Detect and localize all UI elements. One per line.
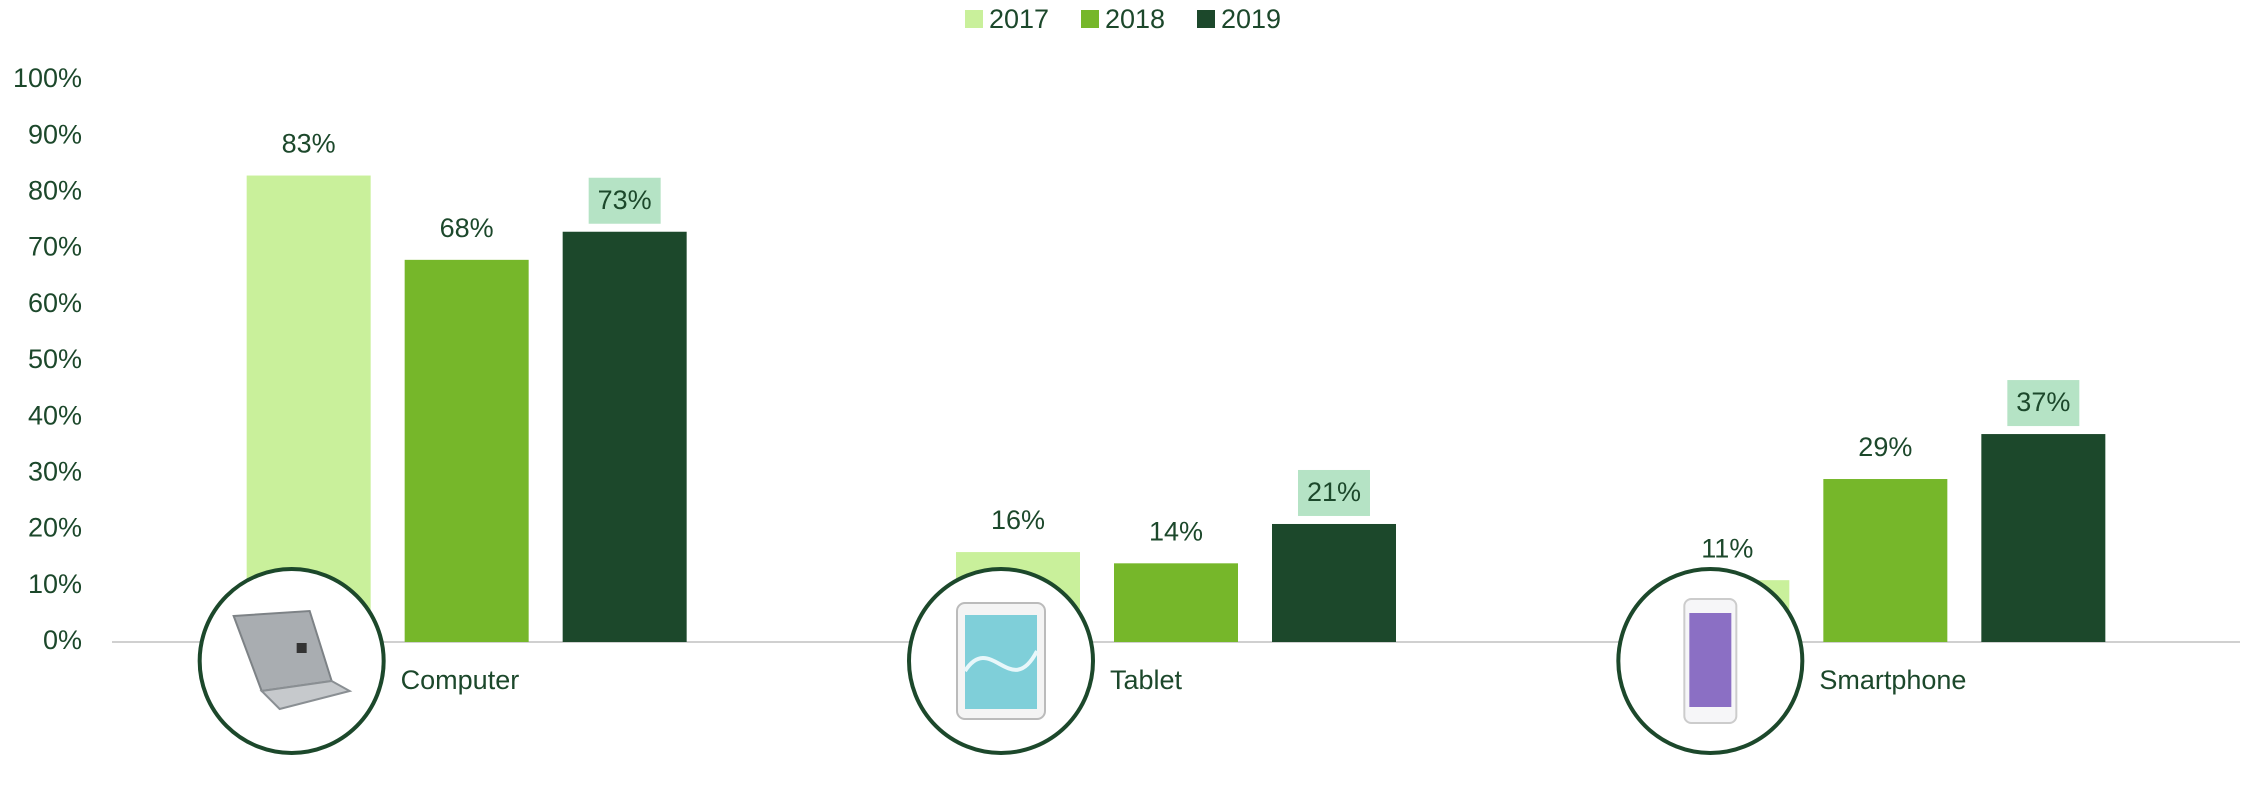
y-tick-label: 30%: [28, 457, 82, 487]
y-tick-label: 100%: [13, 63, 82, 93]
category-icon: [200, 569, 384, 753]
y-tick-label: 60%: [28, 288, 82, 318]
value-label: 29%: [1858, 432, 1912, 462]
bar: [405, 260, 529, 642]
legend-swatch: [965, 10, 983, 28]
value-label: 83%: [282, 129, 336, 159]
value-label: 37%: [2016, 387, 2070, 417]
y-tick-label: 20%: [28, 513, 82, 543]
bar: [563, 232, 687, 642]
category-icon: [909, 569, 1093, 753]
x-tick-label: Tablet: [1110, 665, 1183, 695]
y-tick-label: 90%: [28, 119, 82, 149]
chart: 0% 10% 20% 30% 40% 50% 60% 70% 80% 90% 100% 2017 201…: [0, 0, 2252, 787]
bar: [1823, 479, 1947, 642]
bar: [1114, 563, 1238, 642]
value-label: 11%: [1701, 533, 1753, 563]
x-tick-label: Computer: [401, 665, 520, 695]
y-tick-label: 70%: [28, 232, 82, 262]
icon-phone-screen: [1689, 613, 1731, 707]
legend-swatch: [1197, 10, 1215, 28]
icon-laptop-logo: [297, 643, 307, 653]
legend-label: 2017: [989, 4, 1049, 34]
value-label: 21%: [1307, 477, 1361, 507]
value-label: 14%: [1149, 516, 1203, 546]
y-tick-label: 0%: [43, 625, 82, 655]
category-icon: [1618, 569, 1802, 753]
y-tick-label: 80%: [28, 176, 82, 206]
legend-label: 2018: [1105, 4, 1165, 34]
legend-label: 2019: [1221, 4, 1281, 34]
y-tick-label: 40%: [28, 400, 82, 430]
value-label: 73%: [598, 185, 652, 215]
bar: [1272, 524, 1396, 642]
value-label: 68%: [440, 213, 494, 243]
bar: [1981, 434, 2105, 642]
value-label: 16%: [991, 505, 1045, 535]
y-tick-label: 50%: [28, 344, 82, 374]
x-tick-label: Smartphone: [1819, 665, 1966, 695]
legend-swatch: [1081, 10, 1099, 28]
y-tick-label: 10%: [28, 569, 82, 599]
